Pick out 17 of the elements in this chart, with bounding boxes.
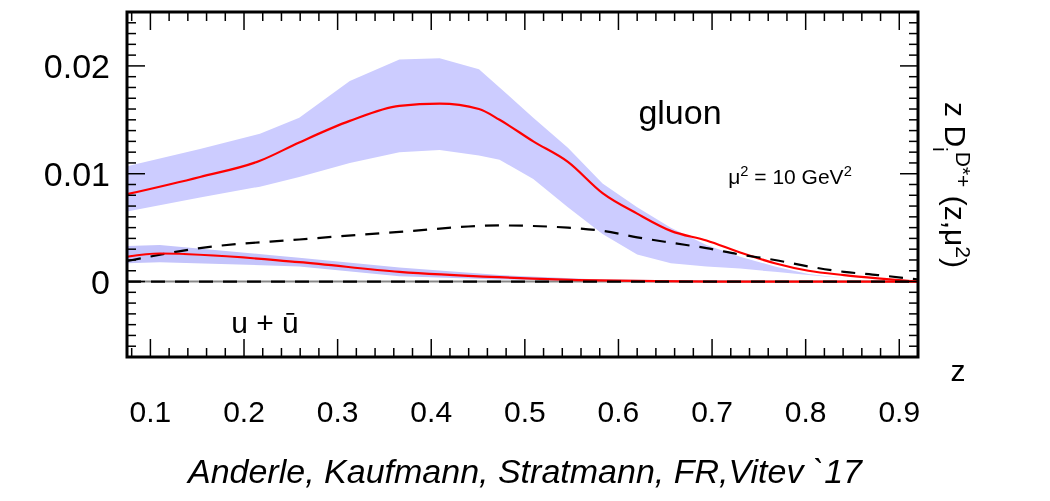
- y-tick-label: 0: [91, 262, 110, 301]
- x-tick-label: 0.6: [597, 395, 640, 428]
- x-tick-label: 0.9: [878, 395, 921, 428]
- x-tick-label: 0.7: [691, 395, 733, 428]
- x-tick-label: 0.1: [129, 395, 172, 428]
- text: gluon: [638, 93, 722, 131]
- text: Anderle, Kaufmann, Stratmann, FR,Vitev `17: [185, 452, 864, 490]
- x-tick-label: 0.5: [503, 395, 546, 428]
- x-tick-label: 0.8: [784, 395, 827, 428]
- x-tick-label: 0.4: [410, 395, 453, 428]
- x-tick-label: 0.2: [223, 395, 265, 428]
- series-label: u + ū: [231, 306, 299, 339]
- x-tick-label: 0.3: [316, 395, 359, 428]
- x-axis-title: z: [950, 354, 966, 387]
- annotation: μ$^{2}$ = 10 GeV$^{2}$: [728, 163, 852, 188]
- y-tick-label: 0.01: [43, 154, 110, 193]
- y-tick-label: 0.02: [43, 47, 110, 86]
